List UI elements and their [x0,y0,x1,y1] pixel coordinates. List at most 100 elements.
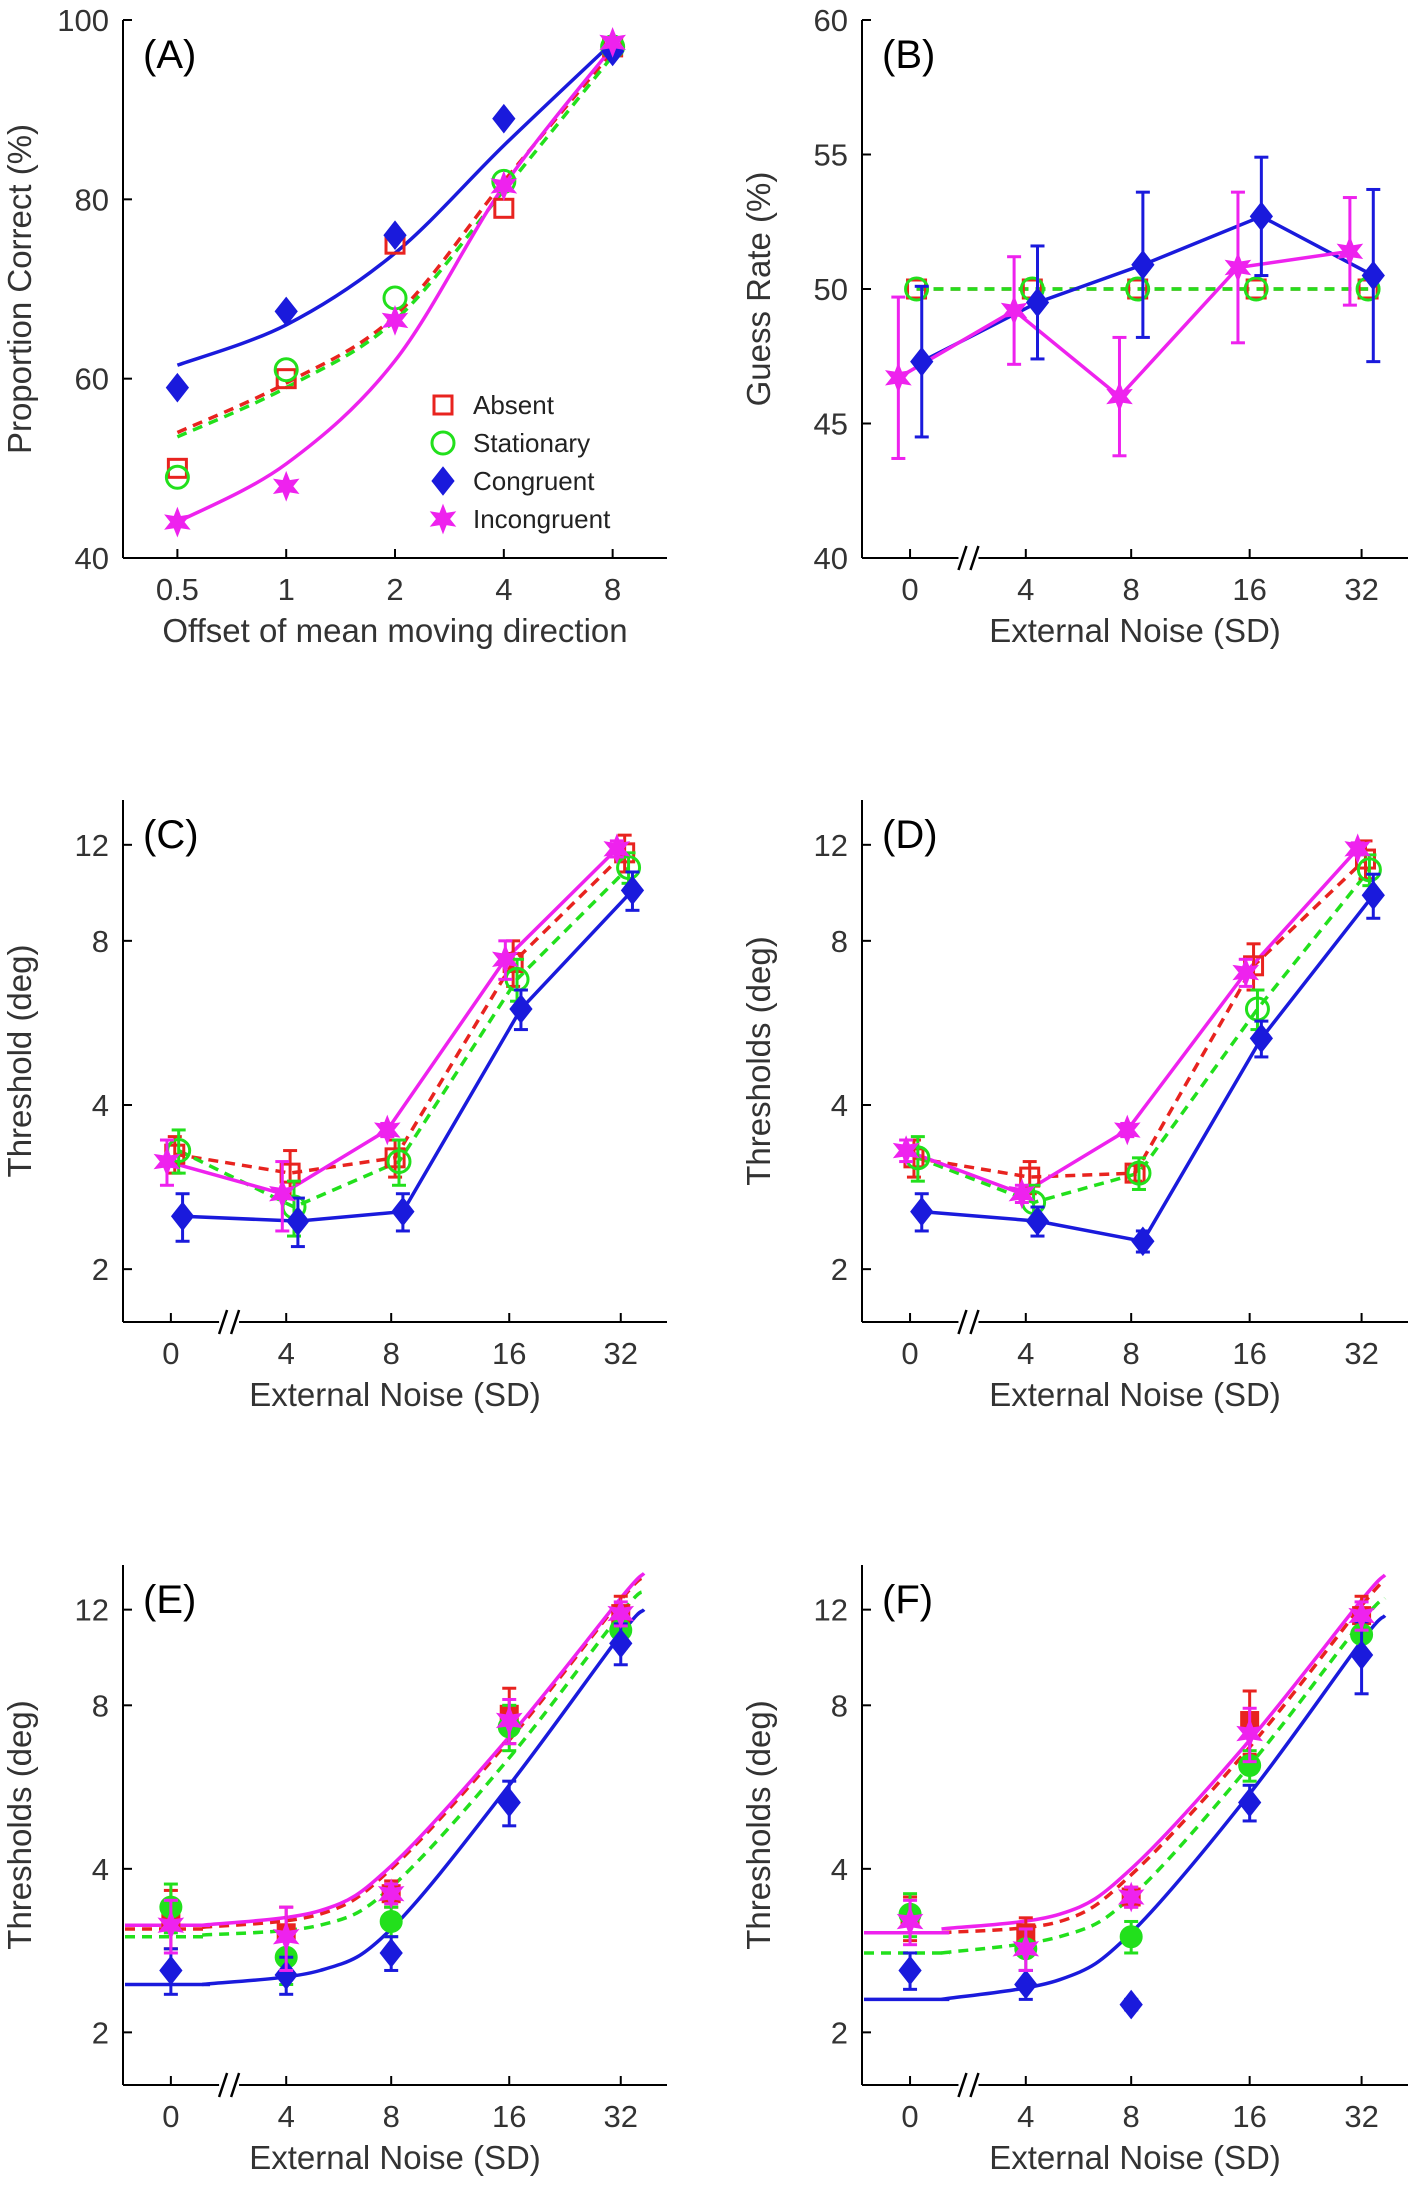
y-tick-label: 100 [57,3,109,38]
y-axis-label: Guess Rate (%) [740,172,777,407]
data-point-incongruent [1114,1114,1141,1146]
fit-curve-absent [202,1575,646,1930]
x-tick-label: 4 [1017,2099,1034,2134]
data-point-incongruent [1012,1933,1040,1965]
axis-break-mark [957,545,968,571]
x-tick-label: 0 [162,1336,179,1371]
y-tick-label: 60 [814,3,848,38]
y-tick-label: 2 [92,1252,109,1287]
chart-panel-b: 40 45 50 55 60 0 4 8 16 32 External Noise (SD) Gues… [740,3,1408,649]
data-point-incongruent [272,1921,300,1953]
chart-panel-d: 2 4 8 12 0 4 8 16 32 External Noise (SD) Threshold… [740,800,1408,1413]
data-point-congruent [379,1938,403,1968]
x-axis-label: External Noise (SD) [249,1376,541,1413]
y-tick-label: 2 [831,1252,848,1287]
data-point-congruent [1014,1969,1038,2000]
x-tick-label: 16 [1232,1336,1266,1371]
data-point-congruent [1131,249,1155,280]
axis-break-mark [957,2072,968,2098]
axis-break-mark [969,545,980,571]
legend-label-stationary: Stationary [473,428,590,458]
x-tick-label: 1 [278,572,295,607]
y-tick-label: 8 [92,1688,109,1723]
data-point-incongruent [896,1906,924,1937]
y-axis-label: Thresholds (deg) [740,936,777,1185]
data-point-congruent [286,1206,310,1236]
data-point-incongruent [885,362,912,394]
y-tick-label: 80 [75,182,109,217]
data-point-incongruent [1000,295,1028,326]
data-point-congruent [609,1628,633,1659]
series-line-congruent [182,889,634,1223]
legend-marker-absent [432,394,454,416]
data-point-incongruent [492,943,519,975]
x-tick-label: 32 [604,1336,638,1371]
y-axis-label: Thresholds (deg) [740,1700,777,1949]
x-axis-label: Offset of mean moving direction [162,612,627,649]
data-point-congruent [1349,1640,1374,1670]
data-point-congruent [391,1196,415,1227]
axis-break-mark [217,2072,229,2098]
x-axis-label: External Noise (SD) [989,1376,1281,1413]
panel-label: (F) [882,1578,933,1622]
x-tick-label: 8 [383,1336,400,1371]
series-line-stationary [917,868,1371,1205]
data-point-congruent [165,372,190,403]
legend-label-incongruent: Incongruent [473,504,611,534]
y-tick-label: 4 [831,1852,848,1887]
x-tick-label: 0.5 [156,572,199,607]
data-point-congruent [274,1960,298,1990]
legend-marker-congruent [431,466,455,496]
y-tick-label: 12 [814,828,848,863]
chart-panel-e: 2 4 8 12 0 4 8 16 32 External Noise (SD) Threshold… [1,1565,667,2176]
data-point-incongruent [1106,381,1133,412]
x-tick-label: 0 [162,2099,179,2134]
fit-curve-incongruent [941,1573,1387,1931]
y-tick-label: 8 [831,1688,848,1723]
fit-curve-congruent [176,41,614,367]
y-axis-label: Threshold (deg) [1,945,38,1178]
x-tick-label: 16 [492,2099,526,2134]
data-point-incongruent [1008,1178,1036,1210]
x-tick-label: 32 [604,2099,638,2134]
x-tick-label: 8 [1123,1336,1140,1371]
x-tick-label: 16 [1232,2099,1266,2134]
data-point-congruent [497,1787,521,1818]
x-tick-label: 4 [1017,572,1034,607]
x-tick-label: 4 [495,572,512,607]
data-point-stationary [379,1909,403,1933]
data-point-incongruent [1232,957,1260,988]
x-tick-label: 32 [1344,1336,1378,1371]
data-point-incongruent [607,1598,635,1629]
x-axis-label: External Noise (SD) [989,2139,1281,2176]
x-tick-label: 2 [386,572,403,607]
data-point-stationary [1125,276,1151,302]
data-point-congruent [1131,1226,1155,1257]
x-axis-label: External Noise (SD) [989,612,1281,649]
fit-curve-incongruent [176,45,614,524]
data-point-absent [275,368,297,390]
data-point-congruent [898,1955,922,1986]
data-point-absent [1127,278,1149,300]
y-tick-label: 40 [75,541,109,576]
fit-curve-absent [941,1578,1387,1935]
data-point-congruent [492,103,516,134]
fit-curve-stationary [176,54,614,439]
legend-marker-stationary [430,430,456,456]
data-point-absent [166,457,188,479]
y-tick-label: 40 [814,541,848,576]
data-point-stationary [164,464,190,490]
chart-panel-a: 40 60 80 100 0.5 1 2 4 8 Offset of mean moving di… [1,3,667,649]
data-point-incongruent [495,1705,523,1736]
data-point-incongruent [272,470,300,502]
data-point-congruent [170,1201,195,1232]
series-line-incongruent [905,847,1359,1196]
chart-panel-c: 2 4 8 12 0 4 8 16 32 External Noise (SD) Threshold… [1,800,667,1413]
series-line-incongruent [166,847,619,1196]
data-point-congruent [1249,201,1273,232]
data-point-incongruent [1348,1600,1375,1631]
data-point-congruent [274,296,298,327]
data-point-incongruent [599,27,627,58]
data-point-incongruent [1224,252,1252,283]
x-tick-label: 4 [278,2099,295,2134]
